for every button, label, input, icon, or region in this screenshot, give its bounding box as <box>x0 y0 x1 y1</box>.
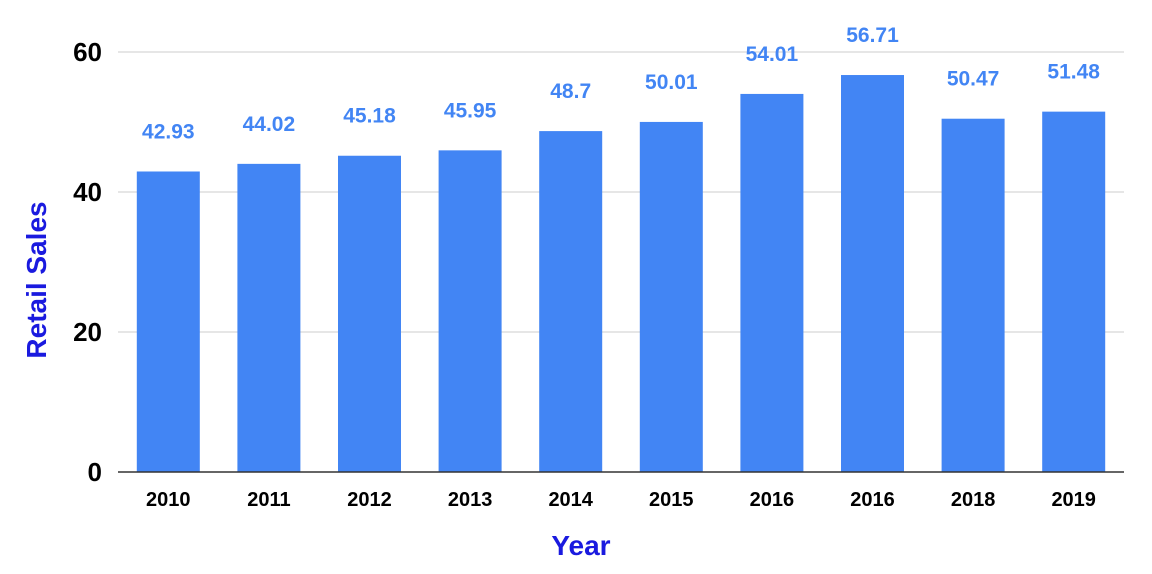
x-tick-label: 2016 <box>750 489 795 511</box>
bar <box>639 121 703 473</box>
x-tick-label: 2019 <box>1051 489 1096 511</box>
bar <box>136 171 200 473</box>
bar <box>841 75 904 472</box>
x-axis-title: Year <box>551 530 610 561</box>
bar <box>539 131 603 472</box>
y-tick-label: 0 <box>88 457 102 487</box>
data-label: 50.47 <box>947 68 1000 91</box>
data-label: 56.71 <box>846 24 899 47</box>
x-tick-label: 2011 <box>247 489 290 511</box>
y-tick-label: 20 <box>73 317 102 347</box>
x-tick-label: 2018 <box>951 489 996 511</box>
x-tick-label: 2014 <box>548 489 593 511</box>
bar <box>338 155 401 473</box>
data-label: 45.18 <box>343 105 396 128</box>
x-tick-label: 2010 <box>146 489 191 511</box>
x-tick-label: 2015 <box>649 489 694 511</box>
x-axis-ticks: 2010 2011 2012 2013 2014 2015 2016 2016 2018 2019 <box>146 489 1096 511</box>
data-labels: 42.93 44.02 45.18 45.95 48.7 50.01 54.01 56.71 5… <box>142 24 1100 143</box>
bars <box>136 75 1106 473</box>
data-label: 42.93 <box>142 120 195 143</box>
bar <box>941 118 1005 473</box>
bar <box>438 150 502 472</box>
data-label: 51.48 <box>1047 61 1100 84</box>
data-label: 45.95 <box>444 99 497 122</box>
x-tick-label: 2012 <box>347 489 392 511</box>
data-label: 48.7 <box>550 80 591 103</box>
data-label: 50.01 <box>645 71 698 94</box>
y-axis-ticks: 0 20 40 60 <box>73 37 102 487</box>
bar <box>1042 111 1106 472</box>
bar <box>237 163 301 473</box>
y-tick-label: 40 <box>73 177 102 207</box>
y-axis-title: Retail Sales <box>21 201 52 358</box>
x-tick-label: 2013 <box>448 489 493 511</box>
bar <box>740 93 804 473</box>
y-tick-label: 60 <box>73 37 102 67</box>
data-label: 44.02 <box>243 113 296 136</box>
x-tick-label: 2016 <box>850 489 895 511</box>
data-label: 54.01 <box>746 43 799 66</box>
